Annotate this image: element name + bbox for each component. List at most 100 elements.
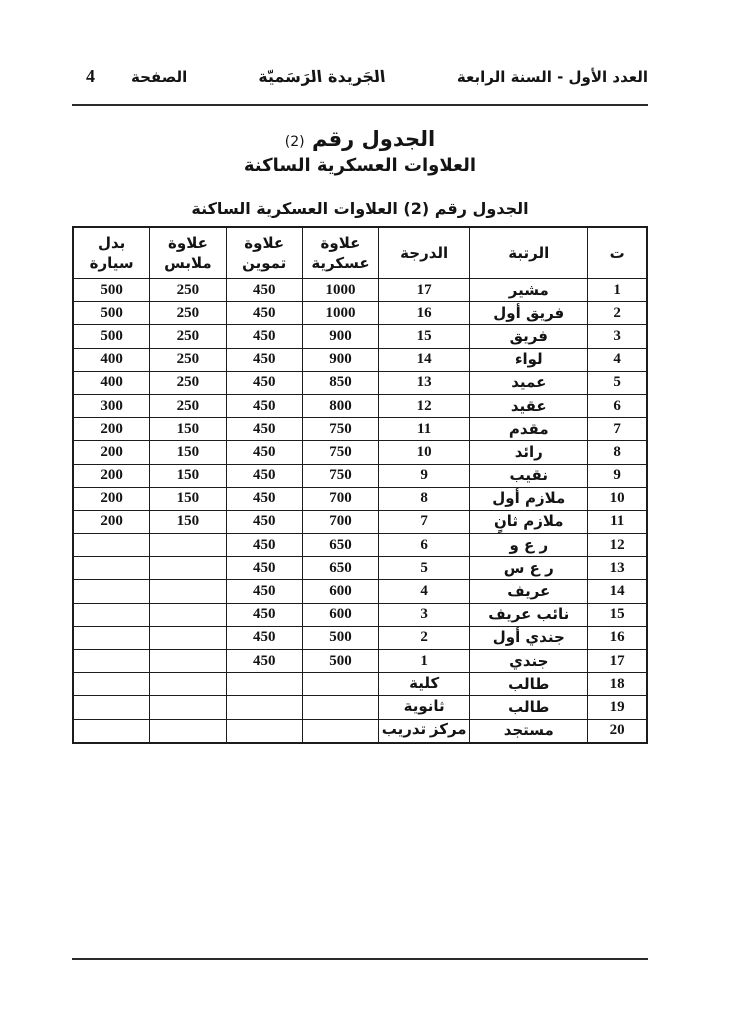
cell-grade: 14 (378, 347, 471, 372)
cell-provisions: 450 (225, 509, 303, 535)
cell-rank: جندي أول (469, 625, 589, 651)
table-row: 20 مستجد مركز تدريب (72, 718, 648, 744)
cell-no: 16 (587, 625, 648, 651)
cell-military: 850 (301, 370, 380, 395)
cell-rank: رائد (469, 440, 589, 465)
cell-military: 750 (301, 463, 380, 488)
cell-no: 10 (587, 486, 648, 511)
cell-clothing: 250 (149, 370, 227, 395)
issue-info: العدد الأول - السنة الرابعة (456, 68, 648, 86)
cell-rank: ر ع س (469, 556, 589, 581)
table-title-number: (2) (284, 134, 305, 150)
cell-grade: 6 (378, 533, 471, 558)
cell-grade: 1 (378, 648, 471, 674)
cell-car (72, 648, 151, 674)
cell-grade: 11 (378, 417, 471, 442)
cell-grade: ثانوية (378, 695, 471, 720)
cell-no: 18 (587, 672, 648, 697)
cell-military (301, 672, 380, 697)
cell-car (72, 579, 151, 604)
cell-rank: طالب (469, 695, 589, 720)
header-cell-rank: الرتبة (469, 226, 589, 279)
cell-clothing (149, 718, 227, 744)
cell-grade: 9 (378, 463, 471, 488)
cell-military: 500 (301, 625, 380, 651)
table-row: 4 لواء 14 900 450 250 400 (72, 347, 648, 372)
cell-military: 750 (301, 440, 380, 465)
cell-no: 2 (587, 301, 648, 326)
cell-rank: نائب عريف (469, 602, 589, 627)
cell-car: 200 (72, 463, 151, 488)
cell-clothing (149, 579, 227, 604)
cell-grade: 16 (378, 301, 471, 326)
cell-grade: كلية (378, 672, 471, 697)
cell-military: 900 (301, 347, 380, 372)
cell-clothing (149, 533, 227, 558)
table-row: 9 نقيب 9 750 450 150 200 (72, 463, 648, 488)
cell-military: 600 (301, 579, 380, 604)
cell-provisions: 450 (225, 324, 303, 349)
cell-grade: 5 (378, 556, 471, 581)
cell-car: 500 (72, 324, 151, 349)
cell-military: 1000 (301, 277, 380, 303)
cell-military: 650 (301, 533, 380, 558)
table-caption: الجدول رقم (2) العلاوات العسكرية الساكنة (191, 199, 529, 218)
cell-military: 900 (301, 324, 380, 349)
cell-car (72, 625, 151, 651)
cell-no: 11 (587, 509, 648, 535)
cell-clothing: 150 (149, 509, 227, 535)
cell-provisions: 450 (225, 370, 303, 395)
cell-no: 6 (587, 393, 648, 419)
header-cell-clothing: علاوة ملابس (149, 226, 227, 279)
table-row: 15 نائب عريف 3 600 450 (72, 602, 648, 627)
cell-grade: 15 (378, 324, 471, 349)
cell-car: 200 (72, 440, 151, 465)
cell-clothing (149, 695, 227, 720)
cell-grade: 2 (378, 625, 471, 651)
table-row: 5 عميد 13 850 450 250 400 (72, 370, 648, 395)
table-row: 12 ر ع و 6 650 450 (72, 533, 648, 558)
cell-rank: فريق أول (469, 301, 589, 326)
cell-no: 5 (587, 370, 648, 395)
cell-rank: عريف (469, 579, 589, 604)
cell-no: 8 (587, 440, 648, 465)
cell-provisions: 450 (225, 486, 303, 511)
cell-provisions: 450 (225, 347, 303, 372)
cell-grade: 12 (378, 393, 471, 419)
table-row: 2 فريق أول 16 1000 450 250 500 (72, 301, 648, 326)
cell-no: 1 (587, 277, 648, 303)
cell-no: 14 (587, 579, 648, 604)
cell-no: 9 (587, 463, 648, 488)
cell-clothing (149, 556, 227, 581)
cell-military: 800 (301, 393, 380, 419)
cell-car (72, 718, 151, 744)
cell-military: 700 (301, 509, 380, 535)
cell-military: 750 (301, 417, 380, 442)
table-row: 18 طالب كلية (72, 672, 648, 697)
cell-no: 19 (587, 695, 648, 720)
page-label: الصفحة (131, 68, 188, 86)
cell-car (72, 533, 151, 558)
footer-rule (72, 958, 648, 961)
allowances-table: ت الرتبة الدرجة علاوة عسكرية علاوة تموين علاو… (72, 226, 648, 744)
cell-provisions: 450 (225, 625, 303, 651)
cell-rank: مستجد (469, 718, 589, 744)
cell-clothing (149, 648, 227, 674)
cell-grade: مركز تدريب (378, 718, 471, 744)
cell-no: 12 (587, 533, 648, 558)
cell-provisions: 450 (225, 463, 303, 488)
cell-provisions (225, 695, 303, 720)
cell-provisions: 450 (225, 417, 303, 442)
table-row: 7 مقدم 11 750 450 150 200 (72, 417, 648, 442)
cell-provisions: 450 (225, 277, 303, 303)
cell-provisions (225, 672, 303, 697)
cell-provisions: 450 (225, 393, 303, 419)
cell-rank: لواء (469, 347, 589, 372)
cell-clothing: 250 (149, 277, 227, 303)
cell-grade: 4 (378, 579, 471, 604)
page-number: 4 (86, 66, 96, 86)
cell-military: 500 (301, 648, 380, 674)
header-cell-grade: الدرجة (378, 226, 471, 279)
cell-clothing: 250 (149, 347, 227, 372)
